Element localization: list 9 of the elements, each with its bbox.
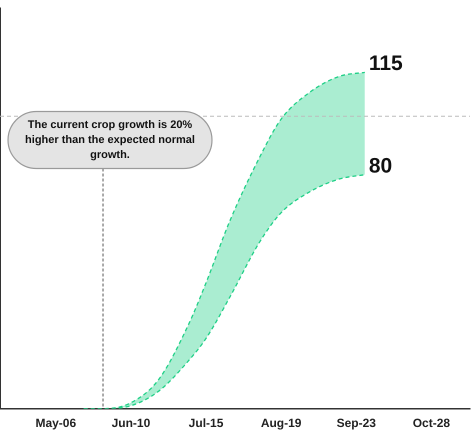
x-tick-label: May-06 [35,416,76,430]
x-tick-label: Jun-10 [112,416,151,430]
data-label: 80 [368,154,392,178]
annotation: The current crop growth is 20% higher than the expected normal growth. [25,119,195,162]
x-tick-label: Oct-28 [412,416,450,430]
x-tick-label: Aug-19 [260,416,302,430]
data-label: 115 [368,52,404,76]
x-tick-label: Sep-23 [336,416,376,430]
x-tick-label: Jul-15 [188,416,224,430]
